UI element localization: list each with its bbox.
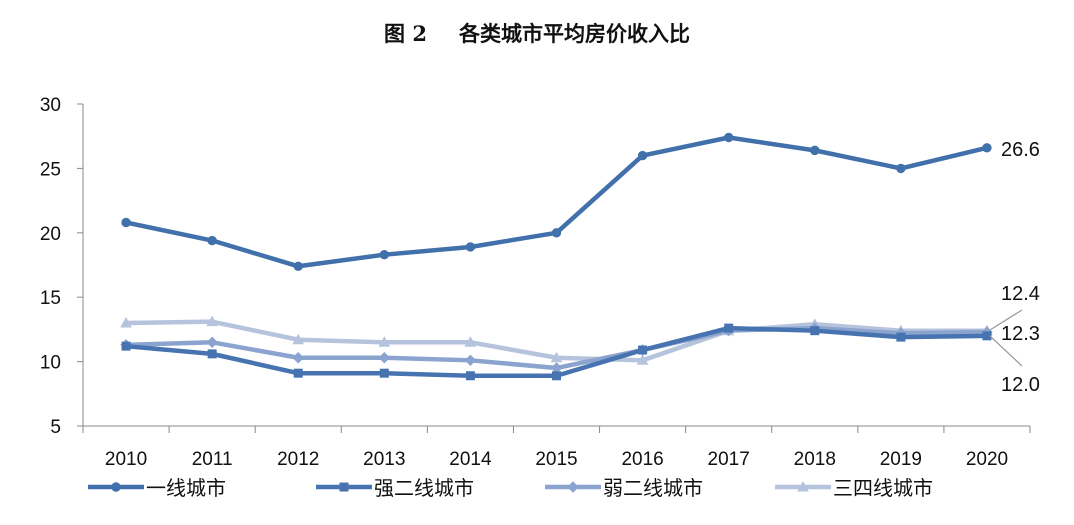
annotation-sansi-end: 12.3 [1001,323,1040,345]
data-point-sansixian [206,315,218,327]
legend-swatch-marker [797,480,809,492]
data-point-qiang-erxian [810,326,820,336]
chart-legend: 一线城市 强二线城市 弱二线城市 三四线城市 [88,476,933,500]
data-point-qiang-erxian [207,349,217,359]
x-tick-label: 2012 [277,449,319,470]
data-point-sansixian [120,316,132,328]
data-point-yixian [121,217,131,228]
data-point-ruo-erxian [378,352,391,364]
data-point-ruo-erxian [206,336,218,348]
chart-axes [82,104,1030,427]
data-point-yixian [982,143,992,153]
data-point-sansixian [550,351,563,363]
data-point-sansixian [636,354,649,365]
series-sansixian [120,315,993,365]
y-axis-ticks: 30 25 20 15 10 5 [40,95,83,438]
chart-title-number: 图 2 [384,21,427,46]
x-tick-label: 2019 [880,449,922,470]
x-tick-label: 2016 [621,449,663,470]
x-tick-label: 2017 [708,449,750,470]
series-line-yixian [123,135,990,269]
data-point-qiang-erxian [379,368,389,378]
x-tick-label: 2020 [966,449,1008,470]
x-tick-label: 2015 [535,449,577,470]
annotation-leader-top [989,309,1023,331]
data-point-qiang-erxian [121,341,131,351]
data-point-yixian [379,249,390,260]
series-qiang-erxian [121,323,992,381]
data-point-qiang-erxian [293,368,303,378]
data-point-qiang-erxian [465,371,475,381]
data-point-ruo-erxian [292,352,304,364]
legend-swatch-marker [567,481,579,493]
data-point-sansixian [464,336,477,347]
legend-swatch-marker [111,482,121,492]
y-tick-label: 15 [40,288,61,309]
series-lines [120,132,993,381]
chart-title: 图 2 各类城市平均房价收入比 [0,18,1074,48]
data-point-yixian [810,145,820,156]
legend-item-sansixian: 三四线城市 [775,476,933,500]
y-tick-label: 25 [40,159,61,180]
data-point-yixian [207,235,217,246]
data-point-yixian [465,242,476,252]
series-yixian [121,132,992,271]
legend-item-qiang-erxian: 强二线城市 [316,476,474,500]
end-value-annotations: 26.6 12.4 12.3 12.0 [989,139,1040,396]
chart-title-text: 各类城市平均房价收入比 [458,21,690,46]
data-point-qiang-erxian [552,371,561,381]
x-tick-label: 2011 [192,449,233,470]
data-point-ruo-erxian [464,354,477,367]
x-axis-ticks: 2010 2011 2012 2013 2014 2015 2016 2017 2018 2019… [82,426,1031,470]
data-point-qiang-erxian [896,332,906,342]
legend-label: 三四线城市 [833,476,933,500]
legend-item-ruo-erxian: 弱二线城市 [545,476,703,500]
data-point-sansixian [292,333,305,345]
legend-item-yixian: 一线城市 [88,476,226,500]
y-tick-label: 10 [40,353,61,374]
legend-label: 弱二线城市 [603,476,703,500]
y-tick-label: 20 [40,224,61,245]
data-point-qiang-erxian [982,331,992,341]
data-point-yixian [551,228,562,238]
legend-swatch-marker [339,482,349,492]
annotation-qiang-end: 12.0 [1001,374,1040,396]
data-point-yixian [637,150,648,161]
x-tick-label: 2018 [794,449,836,470]
annotation-leader-bottom [989,335,1023,367]
annotation-ruo-end-top: 12.4 [1001,283,1040,305]
y-tick-label: 5 [50,417,61,438]
legend-label: 一线城市 [146,476,226,500]
data-point-yixian [723,132,734,143]
data-point-sansixian [378,336,391,347]
data-point-yixian [293,261,303,271]
data-point-yixian [896,163,906,174]
x-tick-label: 2010 [105,449,147,470]
data-point-qiang-erxian [724,323,734,333]
annotation-yixian-end: 26.6 [1001,139,1040,161]
legend-label: 强二线城市 [374,476,474,500]
x-tick-label: 2013 [363,449,405,470]
y-tick-label: 30 [40,95,61,116]
x-tick-label: 2014 [449,449,492,470]
data-point-qiang-erxian [638,345,648,355]
